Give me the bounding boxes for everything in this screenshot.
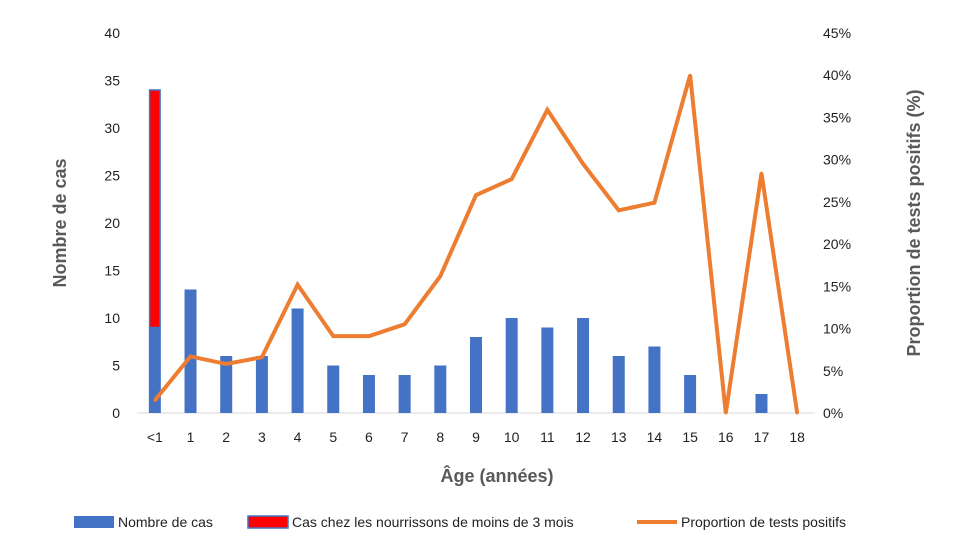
bar-nombre-de-cas [541,327,554,413]
line-point [510,177,514,181]
bar-nombre-de-cas [684,375,697,413]
x-tick-label: 18 [789,429,805,445]
x-tick-label: 4 [294,429,302,445]
line-point [652,201,656,205]
legend-label-positivity: Proportion de tests positifs [681,514,846,530]
x-tick-label: 9 [472,429,480,445]
bar-nombre-de-cas [612,356,625,413]
x-tick-label: 13 [611,429,627,445]
left-axis-ticks: 0 5 10 15 20 25 30 35 40 [104,25,120,421]
y-tick-label: 40 [104,25,120,41]
line-layer [153,73,800,415]
y-tick-label: 35 [104,73,120,89]
x-tick-label: 5 [329,429,337,445]
x-tick-label: 17 [754,429,770,445]
legend-label-cases: Nombre de cas [118,514,213,530]
bar-nombre-de-cas [220,356,233,413]
x-tick-label: 2 [222,429,230,445]
y-tick-label: 5 [112,358,120,374]
bar-nourrissons-moins-3-mois [148,89,161,329]
bar-nombre-de-cas [755,394,768,413]
y-axis-title: Nombre de cas [50,158,70,287]
y2-tick-label: 0% [823,405,843,421]
x-tick-label: 6 [365,429,373,445]
legend-swatch-infants [247,515,289,529]
y2-tick-label: 40% [823,67,851,83]
y2-tick-label: 20% [823,236,851,252]
bar-nombre-de-cas [470,337,482,413]
y2-tick-label: 45% [823,25,851,41]
line-point [331,334,335,338]
bar-nombre-de-cas [148,327,161,413]
bars-layer [148,89,768,413]
bar-nombre-de-cas [362,375,375,413]
line-point [260,355,264,359]
y2-tick-label: 35% [823,109,851,125]
bar-nombre-de-cas [327,365,340,413]
bar-nombre-de-cas [255,356,268,413]
bar-nombre-de-cas [184,289,197,413]
line-point [403,322,407,326]
x-axis-title: Âge (années) [440,465,553,486]
legend: Nombre de cas Cas chez les nourrissons d… [74,514,846,530]
line-point [153,398,157,402]
y2-axis-title: Proportion de tests positifs (%) [904,89,924,356]
y2-tick-label: 10% [823,321,851,337]
line-point [189,354,193,358]
line-point [296,283,300,287]
line-point [724,411,728,415]
x-tick-label: 14 [647,429,663,445]
y2-tick-label: 30% [823,152,851,168]
bar-nombre-de-cas [398,375,411,413]
y-tick-label: 15 [104,263,120,279]
y-tick-label: 25 [104,168,120,184]
line-point [224,362,228,366]
line-point [617,208,621,212]
y-tick-label: 0 [112,405,120,421]
x-axis-ticks: <1 1 2 3 4 5 6 7 8 9 10 11 12 13 14 15 16 17 18 [147,429,805,445]
x-tick-label: 3 [258,429,266,445]
y2-tick-label: 5% [823,363,843,379]
x-tick-label: 16 [718,429,734,445]
y2-tick-label: 25% [823,194,851,210]
y-tick-label: 10 [104,310,120,326]
line-point [581,162,585,166]
x-tick-label: 1 [187,429,195,445]
line-point [688,73,692,77]
line-point [759,171,763,175]
x-tick-label: 8 [436,429,444,445]
x-tick-label: <1 [147,429,163,445]
legend-swatch-cases [74,516,114,528]
right-axis-ticks: 0% 5% 10% 15% 20% 25% 30% 35% 40% 45% [823,25,851,421]
legend-label-infants: Cas chez les nourrissons de moins de 3 m… [292,514,574,530]
line-point [474,193,478,197]
y-tick-label: 20 [104,215,120,231]
line-point [367,334,371,338]
bar-nombre-de-cas [505,318,518,413]
y-tick-label: 30 [104,120,120,136]
bar-nombre-de-cas [434,365,447,413]
x-tick-label: 11 [540,429,555,445]
line-point [438,274,442,278]
bar-nombre-de-cas [648,346,661,413]
y2-tick-label: 15% [823,278,851,294]
x-tick-label: 10 [504,429,520,445]
x-tick-label: 7 [401,429,409,445]
bar-nombre-de-cas [291,308,304,413]
bar-nombre-de-cas [577,318,590,413]
line-point [545,108,549,112]
x-tick-label: 15 [682,429,698,445]
line-point [795,411,799,415]
x-tick-label: 12 [575,429,591,445]
